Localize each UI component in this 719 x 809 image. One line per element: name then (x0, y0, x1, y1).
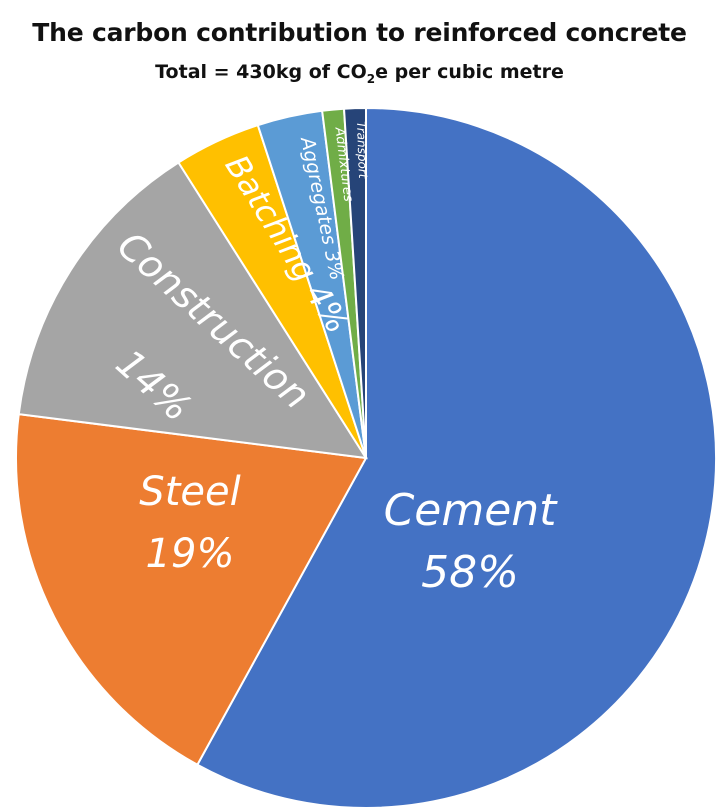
slice-value-cement: 58% (421, 547, 519, 598)
slice-label-steel: Steel 19% (139, 469, 240, 577)
pie-slices (15, 106, 717, 809)
slice-label-cement: Cement 58% (384, 485, 559, 598)
slice-name-steel: Steel (139, 469, 240, 515)
subtitle-suffix: e per cubic metre (375, 61, 564, 83)
chart-title: The carbon contribution to reinforced co… (32, 18, 687, 47)
pie-slice-construction (17, 161, 368, 460)
pie-slice-steel (15, 413, 368, 767)
pie-slice-cement (196, 106, 717, 809)
slice-label-transport: Transport (354, 121, 370, 180)
slice-value-steel: 19% (146, 531, 235, 577)
slice-name-cement: Cement (384, 485, 559, 536)
subtitle-subscript: 2 (366, 71, 376, 86)
subtitle-prefix: Total = 430kg of CO (155, 61, 367, 83)
pie-slice-transport (342, 106, 367, 459)
chart-subtitle: Total = 430kg of CO2e per cubic metre (0, 61, 719, 86)
